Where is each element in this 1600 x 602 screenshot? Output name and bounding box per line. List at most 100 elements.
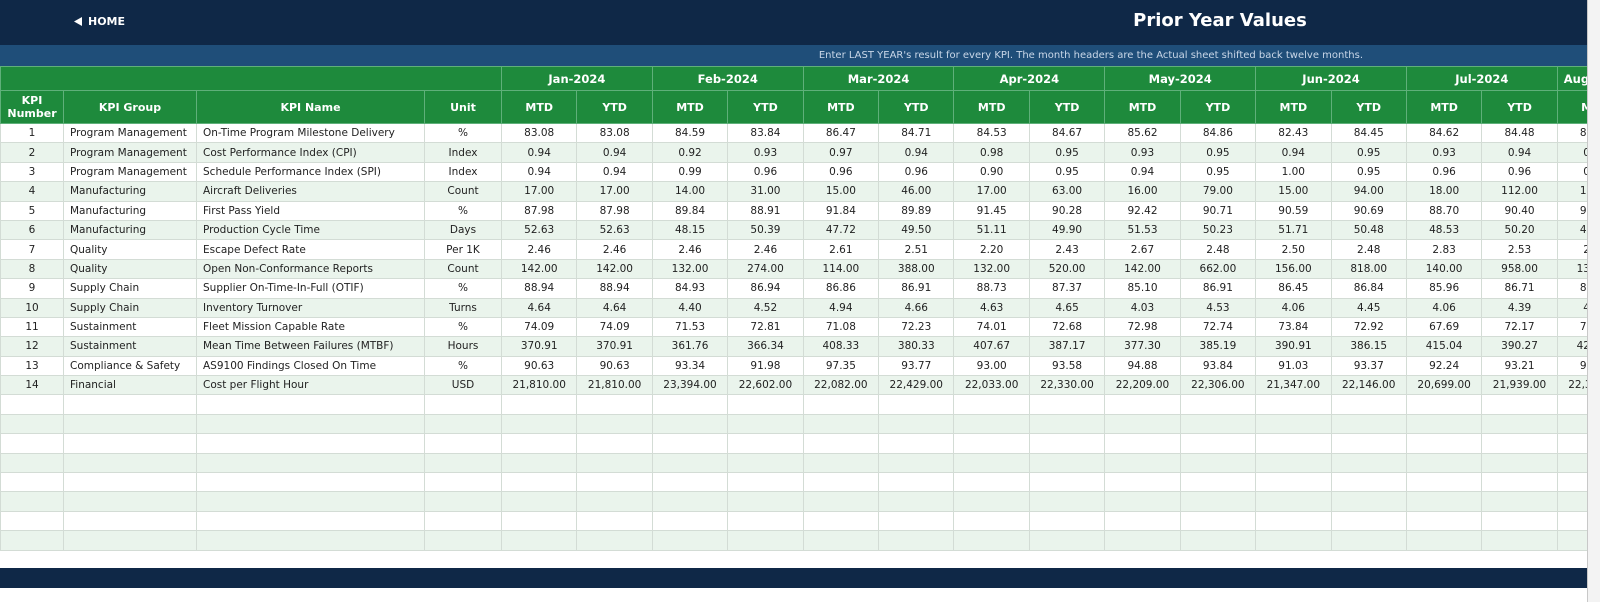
value-cell: 4.03: [1104, 297, 1181, 318]
column-header: Unit: [424, 90, 502, 124]
kpi-group: Manufacturing: [63, 181, 197, 202]
value-cell: 22,602.00: [727, 375, 804, 396]
home-button[interactable]: HOME: [74, 15, 125, 28]
value-cell: 0.94: [1255, 142, 1332, 163]
empty-cell: [1255, 394, 1332, 415]
unit: %: [424, 316, 502, 338]
empty-cell: [500, 413, 578, 435]
value-cell: 91.71: [1556, 200, 1587, 221]
subheader-row: KPI Number KPI Group KPI Name Unit MTD YTD MTD…: [0, 90, 1587, 124]
home-label[interactable]: HOME: [88, 15, 126, 28]
kpi-group: Supply Chain: [63, 278, 197, 299]
value-cell: 370.91: [576, 336, 653, 357]
value-cell: 88.94: [500, 278, 578, 299]
value-cell: 22,146.00: [1330, 375, 1407, 396]
empty-cell: [1330, 433, 1407, 454]
value-cell: 423.25: [1556, 336, 1587, 357]
value-cell: 0.95: [1330, 161, 1407, 183]
value-cell: 2.46: [651, 239, 729, 260]
value-cell: 0.97: [802, 142, 880, 163]
empty-cell: [576, 530, 653, 551]
value-cell: 94.00: [1330, 181, 1407, 202]
value-cell: 4.40: [651, 297, 729, 318]
value-cell: 63.00: [1028, 181, 1106, 202]
kpi-number: 2: [0, 142, 64, 163]
value-cell: 2.53: [1481, 239, 1558, 260]
kpi-row: 14 Financial Cost per Flight Hour USD 21,810…: [0, 375, 1587, 396]
empty-cell: [0, 491, 64, 512]
empty-cell: [727, 433, 804, 454]
month-header: Feb-2024: [651, 66, 804, 91]
value-cell: 520.00: [1028, 258, 1106, 280]
value-cell: 50.23: [1179, 219, 1257, 241]
empty-cell: [1255, 452, 1332, 474]
value-cell: 87.98: [500, 200, 578, 221]
empty-cell: [1028, 530, 1106, 551]
period-header: YTD: [1481, 90, 1558, 124]
value-cell: 0.94: [576, 161, 653, 183]
value-cell: 88.94: [576, 278, 653, 299]
value-cell: 84.93: [651, 278, 729, 299]
empty-cell: [1255, 433, 1332, 454]
value-cell: 86.94: [727, 278, 804, 299]
kpi-number: 6: [0, 219, 64, 241]
empty-cell: [1556, 472, 1587, 493]
value-cell: 86.91: [878, 278, 955, 299]
empty-cell: [63, 472, 197, 493]
empty-cell: [802, 472, 880, 493]
value-cell: 390.27: [1481, 336, 1558, 357]
value-cell: 72.92: [1330, 316, 1407, 338]
value-cell: 67.69: [1405, 316, 1483, 338]
empty-row: [0, 413, 1587, 435]
value-cell: 72.74: [1179, 316, 1257, 338]
value-cell: 74.09: [500, 316, 578, 338]
value-cell: 88.70: [1405, 200, 1483, 221]
empty-cell: [802, 413, 880, 435]
kpi-group: Sustainment: [63, 316, 197, 338]
empty-cell: [1330, 452, 1407, 474]
column-header: KPI Group: [63, 90, 197, 124]
value-cell: 51.71: [1255, 219, 1332, 241]
value-cell: 408.33: [802, 336, 880, 357]
value-cell: 0.95: [1028, 142, 1106, 163]
period-header: YTD: [727, 90, 804, 124]
empty-cell: [1481, 433, 1558, 454]
unit: %: [424, 200, 502, 221]
empty-cell: [63, 530, 197, 551]
value-cell: 90.40: [1481, 200, 1558, 221]
kpi-name: Cost per Flight Hour: [196, 375, 425, 396]
kpi-name: Mean Time Between Failures (MTBF): [196, 336, 425, 357]
value-cell: 93.00: [953, 355, 1030, 377]
value-cell: 22,209.00: [1104, 375, 1181, 396]
value-cell: 20,699.00: [1405, 375, 1483, 396]
empty-cell: [1481, 510, 1558, 532]
empty-cell: [1028, 510, 1106, 532]
value-cell: 31.00: [727, 181, 804, 202]
value-cell: 72.98: [1104, 316, 1181, 338]
value-cell: 2.43: [1028, 239, 1106, 260]
kpi-name: Escape Defect Rate: [196, 239, 425, 260]
empty-cell: [500, 472, 578, 493]
value-cell: 21,347.00: [1255, 375, 1332, 396]
empty-cell: [727, 452, 804, 474]
empty-cell: [878, 452, 955, 474]
empty-cell: [1179, 491, 1257, 512]
value-cell: 21,810.00: [500, 375, 578, 396]
empty-cell: [196, 472, 425, 493]
value-cell: 90.28: [1028, 200, 1106, 221]
empty-cell: [1556, 394, 1587, 415]
value-cell: 958.00: [1481, 258, 1558, 280]
value-cell: 4.11: [1556, 297, 1587, 318]
unit: USD: [424, 375, 502, 396]
value-cell: 84.67: [1028, 122, 1106, 144]
empty-cell: [1405, 491, 1483, 512]
month-header: May-2024: [1104, 66, 1257, 91]
empty-cell: [1556, 452, 1587, 474]
value-cell: 84.45: [1330, 122, 1407, 144]
month-header: Jan-2024: [501, 66, 653, 91]
empty-cell: [651, 530, 729, 551]
value-cell: 16.00: [1104, 181, 1181, 202]
empty-cell: [0, 472, 64, 493]
value-cell: 73.84: [1255, 316, 1332, 338]
value-cell: 74.01: [953, 316, 1030, 338]
